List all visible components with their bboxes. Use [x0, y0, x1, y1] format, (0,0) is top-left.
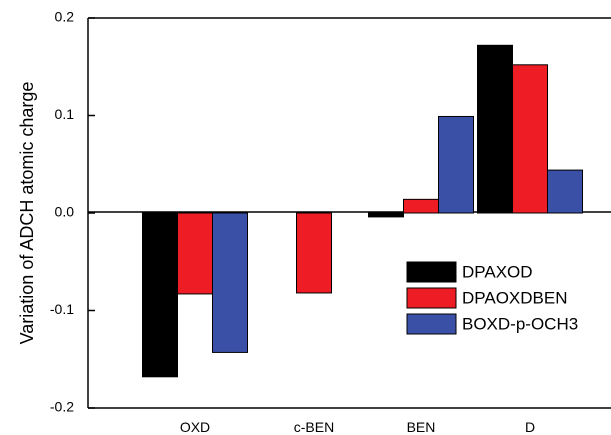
x-ticks: OXD c-BEN BEN D [180, 419, 535, 435]
y-tick-label: -0.1 [50, 301, 74, 317]
y-tick-label: 0.2 [55, 9, 75, 25]
x-tick-label: c-BEN [294, 419, 334, 435]
legend-swatch [406, 287, 457, 309]
y-ticks: 0.2 0.1 0.0 -0.1 -0.2 [50, 9, 95, 415]
bar-dpaxod-oxd [142, 212, 178, 378]
bar-dpaxod-ben [368, 212, 404, 218]
x-tick-label: D [525, 419, 535, 435]
bar-dpaoxdben-oxd [177, 212, 213, 295]
x-tick-label: OXD [180, 419, 210, 435]
y-tick-label: -0.2 [50, 399, 74, 415]
bar-boxd-p-och3-d [547, 169, 583, 214]
bar-boxd-p-och3-oxd [212, 212, 248, 353]
legend-label: BOXD-p-OCH3 [462, 314, 578, 333]
y-axis-title: Variation of ADCH atomic charge [17, 82, 37, 345]
bar-dpaoxdben-c-ben [296, 212, 332, 294]
legend-swatch [406, 313, 457, 335]
legend-swatch [406, 261, 457, 283]
legend-label: DPAXOD [462, 262, 533, 281]
bar-dpaoxdben-d [512, 64, 548, 214]
legend: DPAXOD DPAOXDBEN BOXD-p-OCH3 [406, 261, 578, 335]
bar-dpaoxdben-ben [403, 198, 439, 214]
legend-label: DPAOXDBEN [462, 288, 568, 307]
y-tick-label: 0.1 [55, 106, 75, 122]
bar-dpaxod-d [477, 44, 513, 214]
y-tick-label: 0.0 [55, 204, 75, 220]
x-tick-label: BEN [407, 419, 436, 435]
bars [142, 44, 583, 378]
bar-boxd-p-och3-ben [438, 115, 474, 214]
